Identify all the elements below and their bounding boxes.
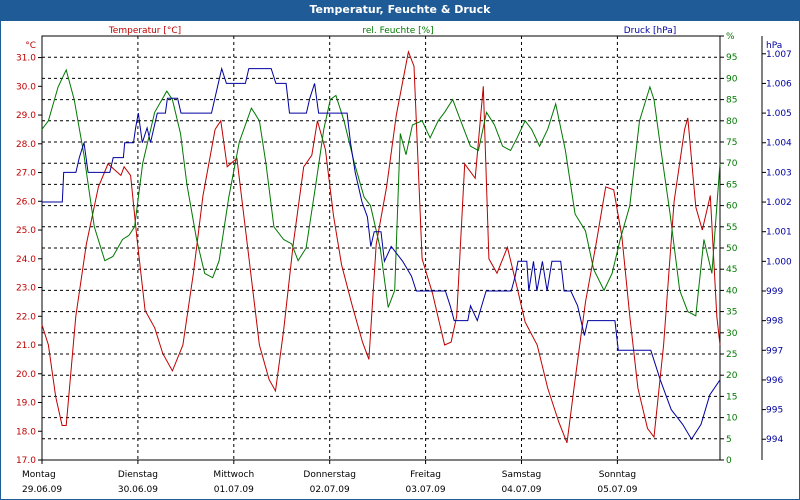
x-tick-day-label: Dienstag [118, 470, 158, 480]
temperature-tick-label: 30.0 [16, 82, 36, 92]
x-tick-date-label: 30.06.09 [118, 485, 158, 495]
temperature-tick-label: 29.0 [16, 111, 36, 121]
temperature-tick-label: 25.0 [16, 226, 36, 236]
humidity-tick-label: 65 [726, 180, 737, 190]
pressure-tick-label: 1.000 [766, 257, 792, 267]
pressure-tick-label: 1.007 [766, 50, 792, 60]
temperature-unit-label: °C [25, 41, 36, 51]
x-tick-date-label: 01.07.09 [214, 485, 254, 495]
x-tick-day-label: Mittwoch [213, 470, 254, 480]
pressure-tick-label: 997 [766, 346, 783, 356]
temperature-tick-label: 20.0 [16, 370, 36, 380]
temperature-tick-label: 19.0 [16, 399, 36, 409]
humidity-tick-label: 0 [726, 456, 732, 466]
pressure-tick-label: 1.002 [766, 198, 792, 208]
humidity-tick-label: 95 [726, 53, 737, 63]
x-tick-date-label: 03.07.09 [406, 485, 446, 495]
x-tick-day-label: Montag [22, 470, 56, 480]
humidity-tick-label: 70 [726, 159, 738, 169]
temperature-tick-label: 23.0 [16, 284, 36, 294]
humidity-tick-label: 35 [726, 308, 737, 318]
humidity-tick-label: 50 [726, 244, 738, 254]
humidity-tick-label: 30 [726, 329, 738, 339]
temperature-tick-label: 17.0 [16, 456, 36, 466]
series-lines [41, 49, 721, 443]
pressure-tick-label: 1.001 [766, 228, 792, 238]
x-tick-day-label: Donnerstag [303, 470, 356, 480]
pressure-tick-label: 995 [766, 406, 783, 416]
humidity-tick-label: 25 [726, 350, 737, 360]
humidity-tick-label: 20 [726, 371, 738, 381]
x-tick-date-label: 02.07.09 [310, 485, 350, 495]
humidity-tick-label: 55 [726, 223, 737, 233]
temperature-tick-label: 18.0 [16, 427, 36, 437]
x-tick-day-label: Freitag [410, 470, 441, 480]
temperature-tick-label: 31.0 [16, 54, 36, 64]
x-tick-date-label: 29.06.09 [22, 485, 62, 495]
grid [38, 35, 766, 464]
humidity-tick-label: 15 [726, 392, 737, 402]
humidity-tick-label: 10 [726, 414, 738, 424]
x-tick-day-label: Samstag [502, 470, 541, 480]
humidity-axis-title: rel. Feuchte [%] [362, 26, 433, 36]
x-tick-date-label: 04.07.09 [501, 485, 541, 495]
x-tick-day-label: Sonntag [599, 470, 636, 480]
pressure-tick-label: 996 [766, 376, 783, 386]
temperature-axis-title: Temperatur [°C] [108, 26, 181, 36]
humidity-tick-label: 45 [726, 265, 737, 275]
humidity-tick-label: 5 [726, 435, 732, 445]
axis-labels: 0 5 10 15 20 25 30 35 40 45 50 55 60 65 70 75 80 85 90 95% 1… [16, 26, 792, 495]
temperature-tick-label: 22.0 [16, 312, 36, 322]
pressure-tick-label: 998 [766, 317, 783, 327]
temperature-tick-label: 21.0 [16, 341, 36, 351]
humidity-tick-label: % [726, 32, 735, 42]
pressure-tick-label: 1.006 [766, 79, 792, 89]
temperature-tick-label: 28.0 [16, 140, 36, 150]
pressure-unit-label: hPa [766, 41, 782, 51]
series-line-humidity [41, 68, 721, 317]
humidity-tick-label: 80 [726, 117, 738, 127]
humidity-tick-label: 40 [726, 286, 738, 296]
pressure-tick-label: 1.005 [766, 109, 792, 119]
window-title: Temperatur, Feuchte & Druck [0, 0, 800, 20]
humidity-tick-label: 90 [726, 74, 738, 84]
pressure-tick-label: 999 [766, 287, 783, 297]
temperature-tick-label: 24.0 [16, 255, 36, 265]
series-line-pressure [42, 66, 721, 441]
pressure-tick-label: 994 [766, 435, 783, 445]
temperature-tick-label: 26.0 [16, 197, 36, 207]
humidity-tick-label: 75 [726, 138, 737, 148]
pressure-tick-label: 1.003 [766, 168, 792, 178]
humidity-tick-label: 85 [726, 96, 737, 106]
x-tick-date-label: 05.07.09 [597, 485, 637, 495]
humidity-tick-label: 60 [726, 202, 738, 212]
pressure-tick-label: 1.004 [766, 139, 792, 149]
pressure-axis-title: Druck [hPa] [624, 26, 677, 36]
series-line-temperature [41, 49, 721, 443]
temperature-tick-label: 27.0 [16, 169, 36, 179]
